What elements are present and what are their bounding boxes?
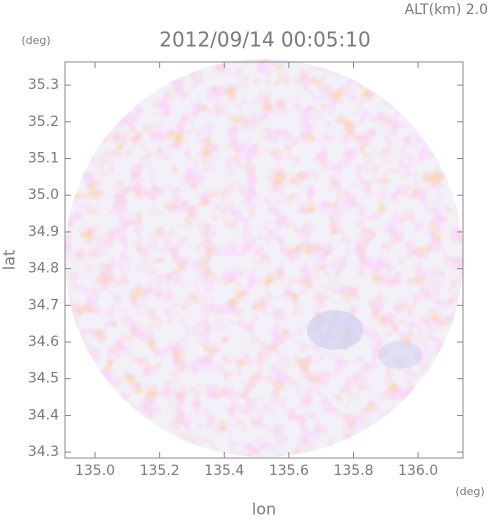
radar-disk — [65, 59, 463, 457]
y-tick-label: 34.4 — [28, 407, 59, 423]
plot-frame — [64, 61, 464, 459]
x-tick-label: 135.2 — [140, 463, 180, 479]
x-tick-label: 135.6 — [269, 463, 309, 479]
y-unit: (deg) — [21, 34, 50, 47]
y-tick-label: 34.8 — [28, 261, 59, 277]
x-axis-label: lon — [252, 500, 276, 519]
y-tick-label: 34.6 — [28, 334, 59, 350]
x-tick-label: 136.0 — [398, 463, 438, 479]
y-tick-label: 35.0 — [28, 187, 59, 203]
x-tick-label: 135.0 — [75, 463, 115, 479]
altitude-label: ALT(km) 2.0 — [405, 2, 488, 18]
y-tick-label: 35.3 — [28, 77, 59, 93]
disk-patch — [307, 310, 363, 350]
y-tick-label: 35.1 — [28, 151, 59, 167]
y-tick-label: 35.2 — [28, 114, 59, 130]
x-tick-label: 135.8 — [333, 463, 373, 479]
y-tick-label: 34.9 — [28, 224, 59, 240]
disk-patch — [378, 341, 422, 369]
y-tick-label: 34.7 — [28, 297, 59, 313]
x-tick-label: 135.4 — [204, 463, 244, 479]
disk-texture — [65, 59, 463, 457]
x-unit: (deg) — [455, 485, 484, 498]
chart-title: 2012/09/14 00:05:10 — [159, 28, 370, 52]
y-axis-label: lat — [0, 250, 19, 271]
y-tick-label: 34.5 — [28, 371, 59, 387]
y-tick-label: 34.3 — [28, 444, 59, 460]
